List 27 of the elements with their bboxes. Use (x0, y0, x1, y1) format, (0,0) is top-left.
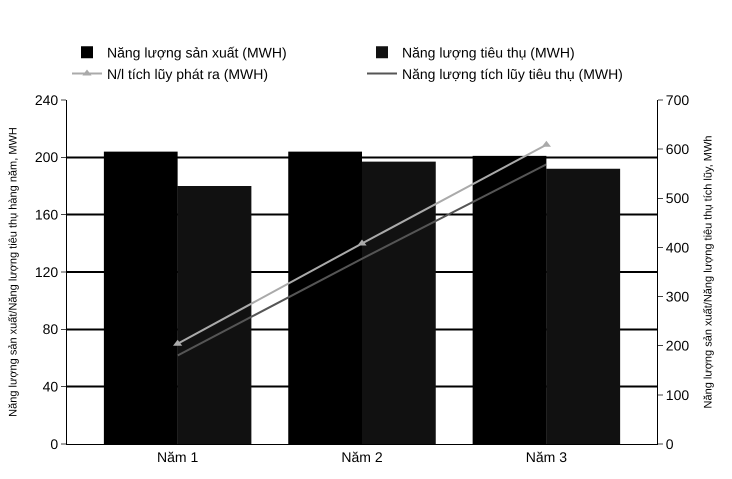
y-tick-label: 80 (42, 321, 58, 338)
y2-tick-label: 0 (666, 436, 674, 452)
legend-label: N/l tích lũy phát ra (MWH) (107, 66, 268, 82)
y2-tick-label: 100 (666, 386, 690, 403)
y2-tick-label: 700 (666, 92, 690, 108)
y-tick-label: 200 (34, 149, 58, 166)
bar (178, 186, 252, 444)
y2-tick-label: 600 (666, 141, 690, 158)
y-tick-label: 0 (50, 436, 58, 452)
legend-label: Năng lượng sản xuất (MWH) (107, 44, 287, 61)
x-tick-label: Năm 2 (341, 448, 383, 465)
bar (546, 168, 620, 444)
x-tick-label: Năm 1 (157, 448, 198, 465)
bar (362, 162, 436, 444)
y-tick-label: 120 (34, 264, 58, 280)
legend-label: Năng lượng tiêu thụ (MWH) (402, 44, 575, 61)
legend-label: Năng lượng tích lũy tiêu thụ (MWH) (402, 66, 623, 82)
y2-tick-label: 400 (666, 239, 690, 256)
y2-tick-label: 200 (666, 338, 690, 354)
y-tick-label: 40 (42, 378, 58, 395)
y-tick-label: 240 (34, 92, 58, 108)
y-tick-label: 160 (34, 206, 58, 223)
y-axis-title: Năng lượng sản xuất/Năng lượng tiêu thụ hàng năm, MWH (7, 127, 20, 417)
y2-tick-label: 500 (666, 190, 690, 206)
x-tick-label: Năm 3 (526, 448, 568, 465)
y2-axis-title: Năng lượng sản xuất/Năng lượng tiêu thụ tích lũy, MWh (702, 136, 715, 408)
y2-tick-label: 300 (666, 288, 690, 304)
